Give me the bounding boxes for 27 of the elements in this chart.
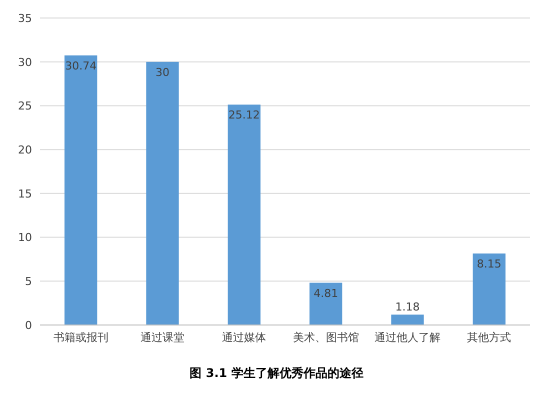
bar [391, 314, 424, 325]
x-tick-label: 通过媒体 [222, 330, 266, 344]
bar [310, 282, 342, 325]
data-label: 30.74 [65, 59, 97, 72]
y-tick-label: 15 [18, 187, 32, 200]
bar [228, 104, 260, 325]
data-label: 1.18 [395, 300, 420, 314]
y-tick-label: 5 [25, 275, 32, 288]
y-tick-label: 30 [18, 56, 32, 69]
y-tick-label: 25 [18, 100, 32, 113]
bar [146, 62, 179, 325]
x-tick-label: 通过他人了解 [374, 330, 440, 344]
bar [472, 254, 506, 325]
x-tick-label: 其他方式 [467, 330, 512, 344]
y-tick-label: 0 [25, 318, 32, 332]
text: 图 3.1 学生了解优秀作品的途径 [188, 365, 364, 382]
data-label: 4.81 [314, 286, 338, 300]
y-tick-label: 20 [18, 143, 32, 156]
data-label: 8.15 [476, 258, 502, 271]
bar [64, 55, 98, 325]
y-tick-label: 35 [18, 12, 32, 25]
data-label: 25.12 [228, 108, 260, 122]
x-tick-label: 通过课堂 [140, 330, 184, 344]
y-tick-label: 10 [18, 231, 32, 244]
x-tick-label: 美术、图书馆 [292, 330, 359, 344]
x-tick-label: 书籍或报刊 [53, 330, 108, 344]
data-label: 30 [156, 66, 170, 79]
